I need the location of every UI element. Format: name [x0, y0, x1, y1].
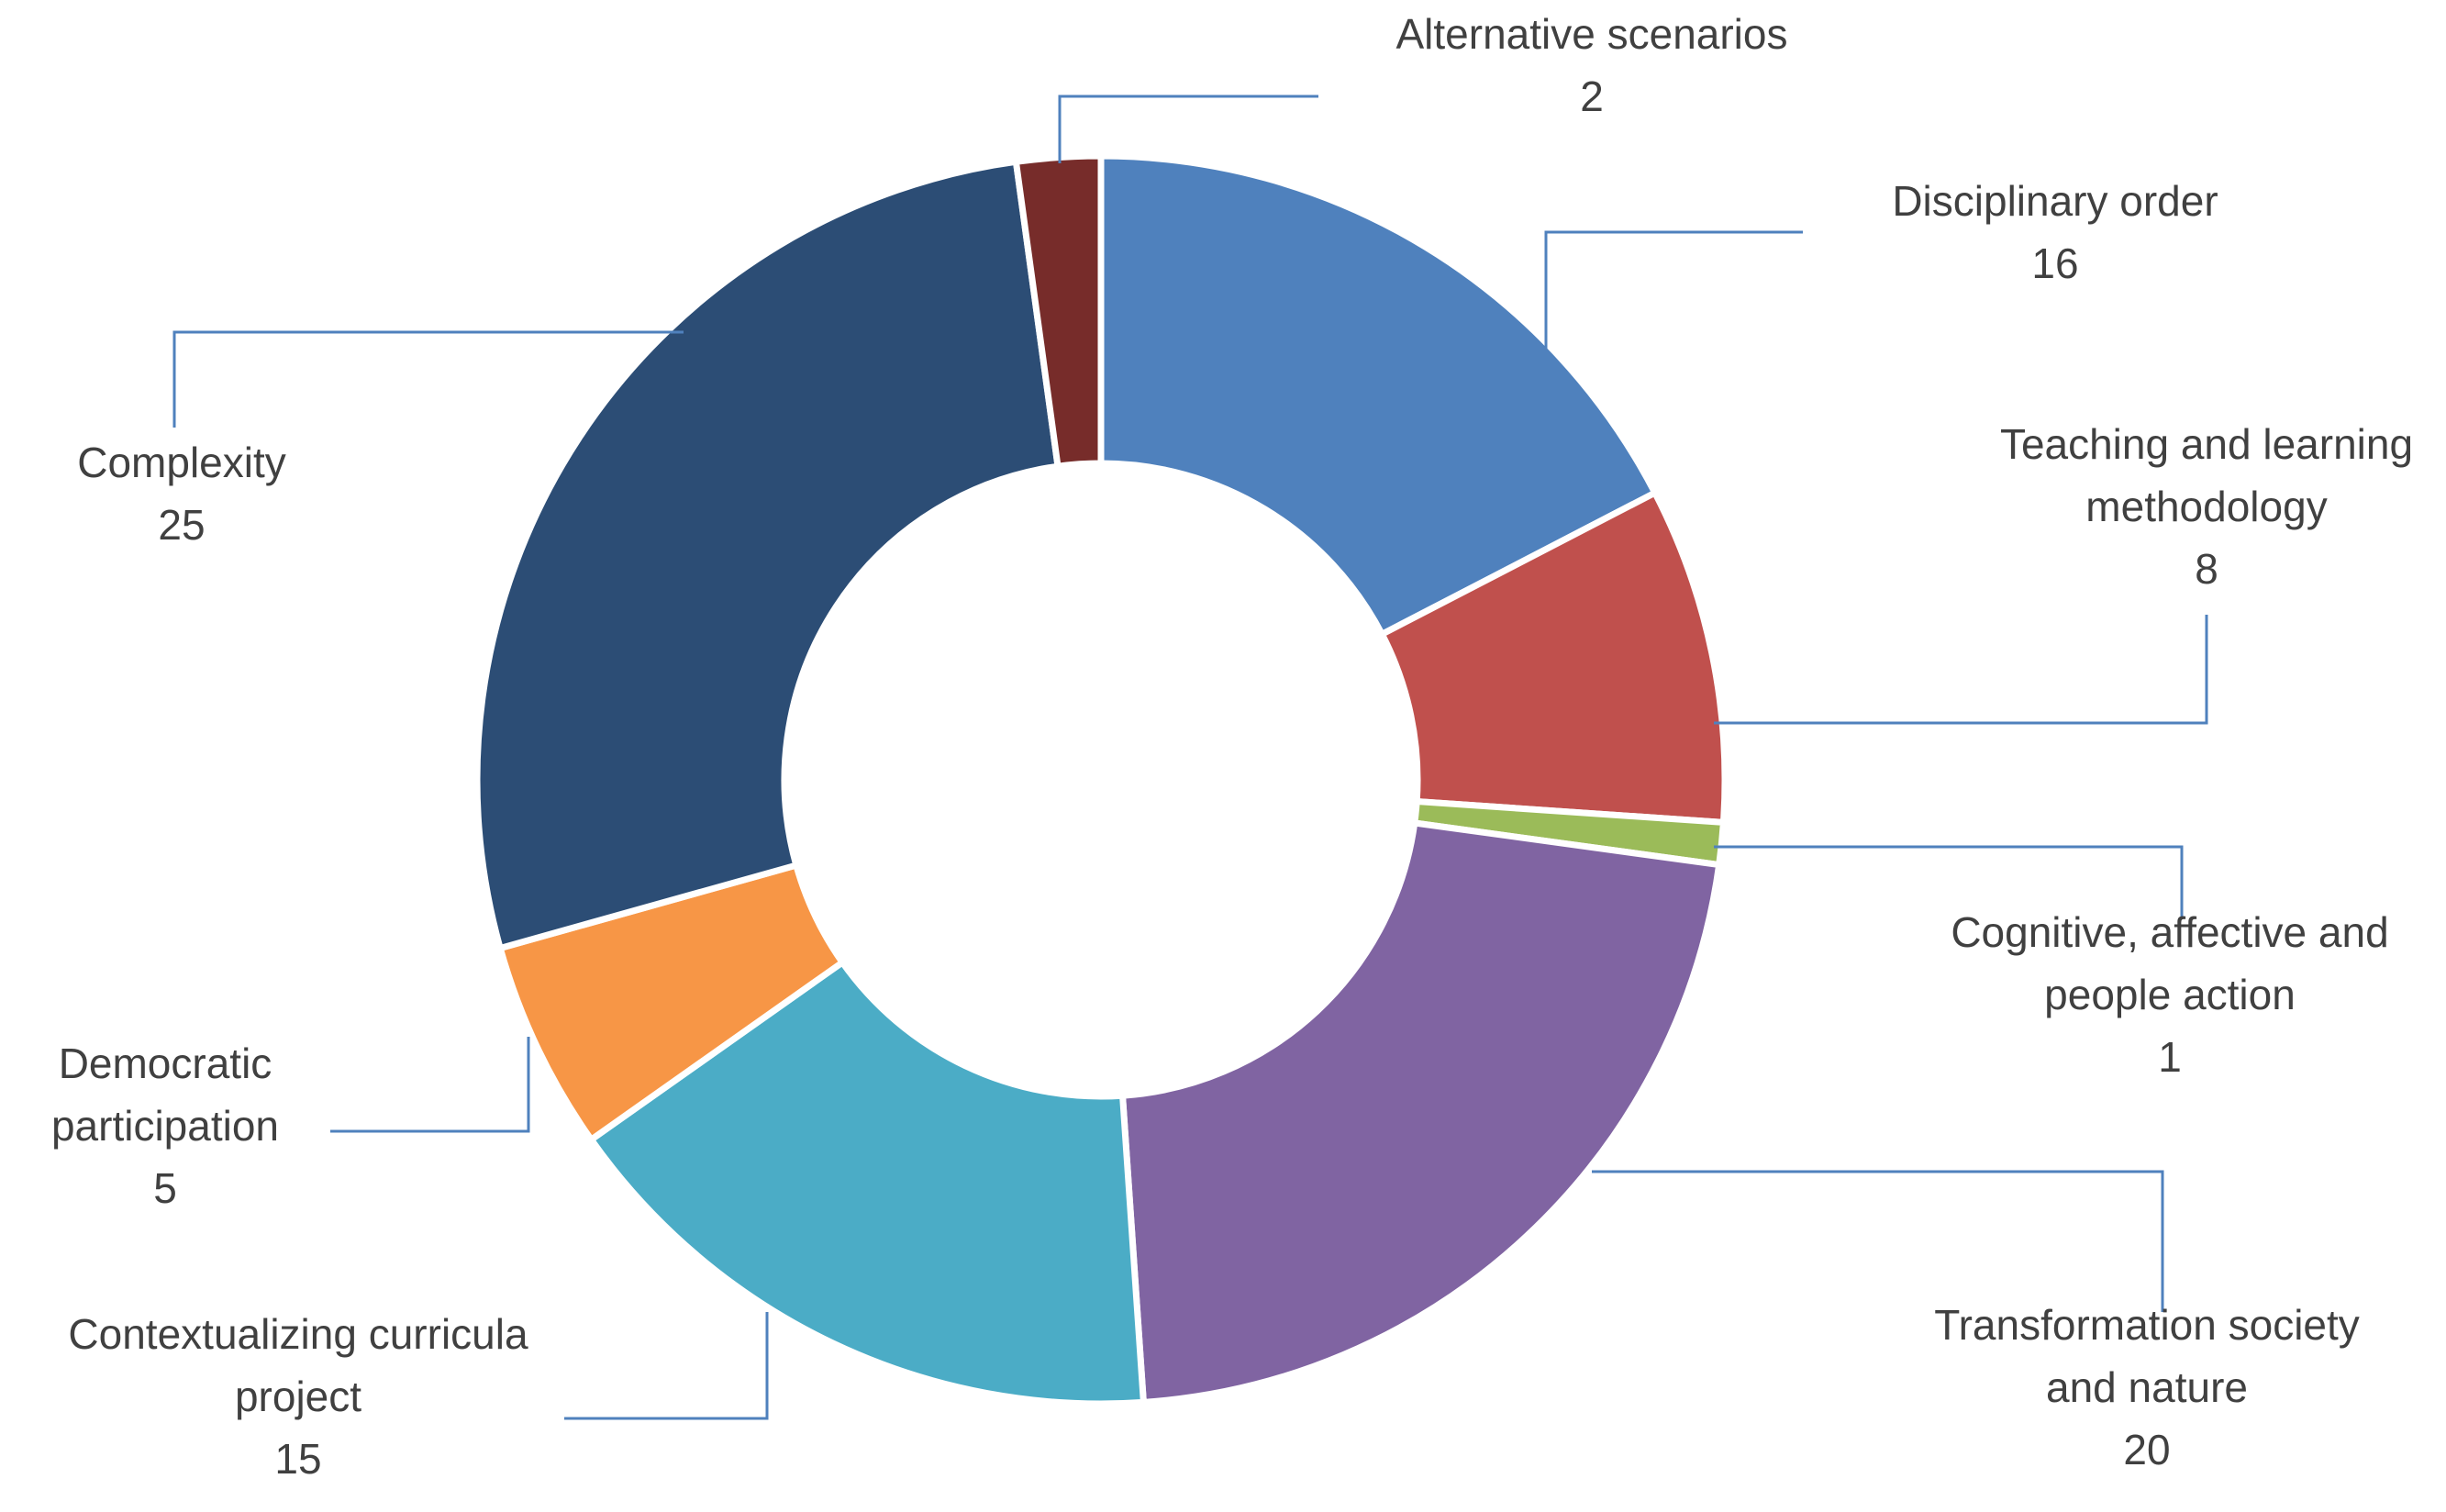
data-label-alternative-scenarios: Alternative scenarios 2 — [1396, 10, 1788, 120]
data-label-value: 25 — [158, 501, 205, 549]
slice-disciplinary-order — [1097, 152, 1660, 639]
slice-contextualizing-curricula-project — [586, 958, 1148, 1407]
data-label-text: participation — [51, 1102, 279, 1150]
leader-lines — [172, 94, 2208, 1420]
data-label-value: 5 — [153, 1164, 177, 1212]
data-labels: Disciplinary order 16 Teaching and learnin… — [51, 10, 2413, 1483]
doughnut-slices — [473, 152, 1729, 1407]
data-label-contextualizing-curricula-project: Contextualizing curricula project 15 — [68, 1310, 528, 1483]
slice-transformation-society-and-nature — [1118, 819, 1723, 1406]
data-label-text: Alternative scenarios — [1396, 10, 1788, 58]
data-label-text: and nature — [2046, 1363, 2248, 1411]
data-label-complexity: Complexity 25 — [77, 439, 286, 549]
data-label-text: Complexity — [77, 439, 286, 486]
data-label-transformation-society-and-nature: Transformation society and nature 20 — [1934, 1301, 2360, 1473]
leader-line-cognitive-affective-and-people-action — [1714, 845, 2184, 917]
data-label-text: Contextualizing curricula — [68, 1310, 528, 1358]
data-label-text: project — [235, 1373, 361, 1420]
leader-line-complexity — [172, 330, 684, 428]
data-label-text: Democratic — [59, 1040, 272, 1087]
leader-line-alternative-scenarios — [1058, 94, 1318, 163]
data-label-value: 2 — [1580, 72, 1604, 120]
data-label-text: Disciplinary order — [1892, 177, 2218, 225]
leader-line-disciplinary-order — [1544, 230, 1803, 349]
leader-line-contextualizing-curricula-project — [564, 1312, 769, 1420]
data-label-text: Teaching and learning — [2000, 420, 2413, 468]
data-label-value: 15 — [274, 1435, 321, 1483]
data-label-democratic-participation: Democratic participation 5 — [51, 1040, 279, 1212]
slice-complexity — [473, 158, 1062, 952]
data-label-text: people action — [2044, 971, 2296, 1018]
slice-alternative-scenarios — [1012, 152, 1105, 471]
data-label-teaching-and-learning-methodology: Teaching and learning methodology 8 — [2000, 420, 2413, 593]
data-label-value: 20 — [2123, 1426, 2170, 1473]
data-label-cognitive-affective-and-people-action: Cognitive, affective and people action 1 — [1951, 908, 2388, 1081]
data-label-value: 16 — [2031, 239, 2078, 287]
leader-line-transformation-society-and-nature — [1592, 1170, 2164, 1312]
slice-teaching-and-learning-methodology — [1377, 488, 1729, 827]
data-label-disciplinary-order: Disciplinary order 16 — [1892, 177, 2218, 287]
data-label-text: Transformation society — [1934, 1301, 2360, 1349]
data-label-text: Cognitive, affective and — [1951, 908, 2388, 956]
leader-line-teaching-and-learning-methodology — [1714, 615, 2208, 725]
data-label-value: 1 — [2158, 1033, 2182, 1081]
leader-line-democratic-participation — [330, 1037, 530, 1133]
data-label-value: 8 — [2195, 545, 2218, 593]
data-label-text: methodology — [2085, 483, 2327, 530]
